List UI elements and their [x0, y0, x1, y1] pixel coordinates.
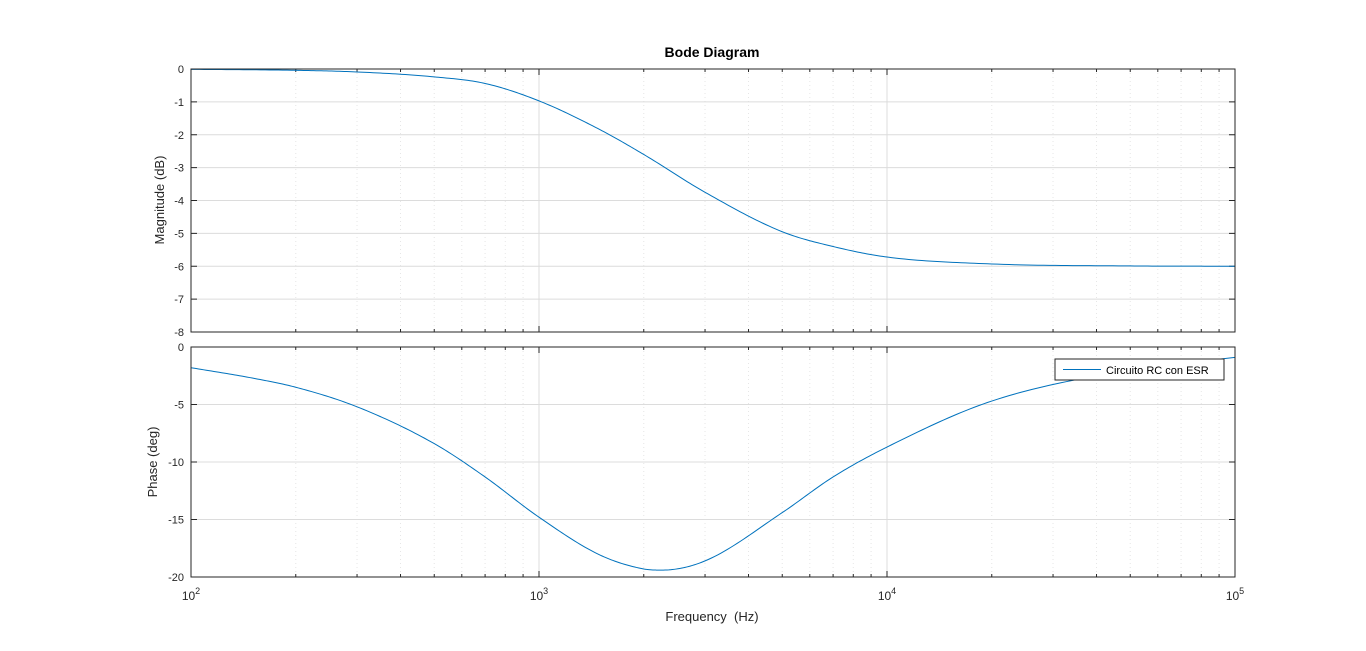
legend-box — [1054, 358, 1225, 381]
x-axis-label: Frequency (Hz) — [665, 609, 758, 624]
magnitude-y-tick-label: -1 — [174, 97, 184, 109]
magnitude-y-tick-label: -6 — [174, 261, 184, 273]
magnitude-grid — [190, 68, 1235, 333]
phase-curve — [190, 356, 1236, 571]
phase-y-tick-label: -20 — [168, 572, 184, 584]
x-tick-label: 103 — [530, 586, 548, 603]
legend-entry: Circuito RC con ESR — [1106, 365, 1209, 377]
magnitude-y-tick-label: -8 — [174, 327, 184, 339]
chart-title: Bode Diagram — [665, 44, 760, 60]
magnitude-ylabel: Magnitude (dB) — [152, 156, 167, 245]
magnitude-y-tick-label: -4 — [174, 196, 184, 208]
magnitude-ticks: 0 -1 -2 -3 -4 -5 -6 -7 -8 — [174, 64, 1235, 339]
x-tick-label: 105 — [1226, 586, 1244, 603]
magnitude-axes: 0 -1 -2 -3 -4 -5 -6 -7 -8 Magnitude (dB) — [152, 64, 1236, 339]
phase-y-tick-label: -15 — [168, 515, 184, 527]
x-tick-labels: 102 103 104 105 — [182, 586, 1244, 603]
magnitude-y-tick-label: -2 — [174, 130, 184, 142]
magnitude-y-tick-label: -5 — [174, 228, 184, 240]
phase-axes-box — [190, 346, 1236, 578]
x-tick-label: 102 — [182, 586, 200, 603]
legend: Circuito RC con ESR — [1054, 358, 1225, 381]
x-tick-label: 104 — [878, 586, 896, 603]
phase-y-tick-label: -10 — [168, 457, 184, 469]
phase-axes: 0 -5 -10 -15 -20 Phase (deg) Circuito RC con… — [145, 342, 1236, 584]
magnitude-y-tick-label: -3 — [174, 163, 184, 175]
magnitude-y-tick-label: 0 — [178, 64, 184, 76]
phase-y-tick-label: 0 — [178, 342, 184, 354]
magnitude-y-tick-label: -7 — [174, 294, 184, 306]
magnitude-curve — [190, 68, 1236, 267]
magnitude-axes-box — [190, 68, 1236, 333]
phase-y-tick-label: -5 — [174, 400, 184, 412]
phase-ylabel: Phase (deg) — [145, 427, 160, 498]
